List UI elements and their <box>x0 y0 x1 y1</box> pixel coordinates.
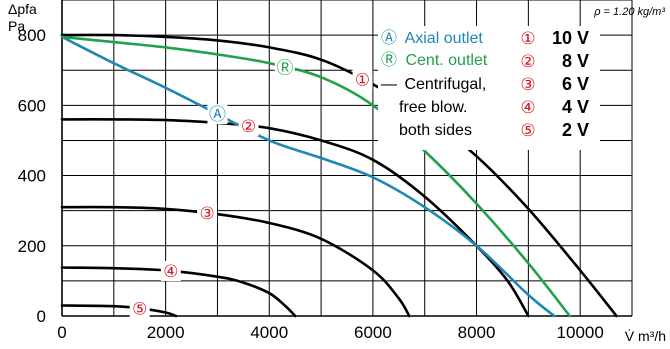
curve-line <box>60 304 178 318</box>
y-tick-label: 400 <box>18 167 46 186</box>
marker-bg <box>238 116 259 137</box>
legend-free-line3: both sides <box>399 122 472 139</box>
voltage-symbol: ④ <box>520 98 535 118</box>
voltage-label: 10 V <box>552 28 589 48</box>
legend-free-label: Centrifugal, <box>404 76 486 93</box>
marker-bg <box>129 298 150 319</box>
marker-bg <box>274 57 295 78</box>
x-tick-label: 8000 <box>458 323 496 342</box>
legend-cent: Ⓡ Cent. outlet <box>381 51 488 69</box>
voltage-label: 2 V <box>562 120 589 140</box>
y-tick-label: 800 <box>18 26 46 45</box>
voltage-label: 6 V <box>562 74 589 94</box>
x-tick-label: 4000 <box>250 323 288 342</box>
curve-line <box>60 35 572 318</box>
x-tick-label: 0 <box>57 323 66 342</box>
legend-free-symbol: — <box>381 76 397 93</box>
legend: Ⓐ Axial outlet Ⓡ Cent. outlet — Centrifu… <box>381 28 589 141</box>
curve-marker-label: ⑤ <box>132 299 147 319</box>
legend-cent-label: Cent. outlet <box>405 52 487 69</box>
curve-marker-label: ③ <box>199 204 214 224</box>
y-tick-label: 600 <box>18 96 46 115</box>
density-note: ρ = 1.20 kg/m³ <box>593 6 665 18</box>
curve-marker-label: ② <box>241 117 256 137</box>
x-tick-label: 2000 <box>147 323 185 342</box>
legend-axial: Ⓐ Axial outlet <box>381 29 483 47</box>
curve-marker-label: ① <box>355 70 370 90</box>
ylabel-line2: Pa <box>8 18 25 34</box>
curve-marker-label: ④ <box>163 262 178 282</box>
curve-line <box>60 205 411 318</box>
voltage-symbol: ③ <box>520 75 535 95</box>
voltage-symbol: ⑤ <box>520 121 535 141</box>
curve-line <box>60 266 297 318</box>
legend-axial-label: Axial outlet <box>405 30 484 47</box>
voltage-symbol: ① <box>520 29 535 49</box>
ylabel-line1: Δpfa <box>8 1 37 17</box>
voltage-symbol: ② <box>520 52 535 72</box>
legend-background <box>378 26 600 150</box>
marker-bg <box>160 260 181 281</box>
curve-line <box>60 35 556 318</box>
legend-axial-symbol: Ⓐ <box>381 29 397 47</box>
curve-marker-label: Ⓐ <box>209 105 226 125</box>
tick-labels: 0 2000 4000 6000 8000 10000 0 200 400 600 800 <box>18 26 604 342</box>
curve-marker-label: Ⓡ <box>276 58 293 78</box>
legend-cent-symbol: Ⓡ <box>381 51 397 69</box>
voltage-legend: ① 10 V ② 8 V ③ 6 V ④ 4 V ⑤ 2 V <box>520 28 589 141</box>
marker-bg <box>207 104 228 125</box>
marker-bg <box>352 69 373 90</box>
y-tick-label: 0 <box>37 307 46 326</box>
xlabel: V̇ m³/h <box>625 328 666 344</box>
legend-free-line2: free blow. <box>399 99 467 116</box>
voltage-label: 4 V <box>562 97 589 117</box>
y-tick-label: 200 <box>18 237 46 256</box>
marker-bg <box>197 203 218 224</box>
x-tick-label: 10000 <box>557 323 604 342</box>
voltage-label: 8 V <box>562 51 589 71</box>
legend-free: — Centrifugal, <box>381 76 486 93</box>
curve-markers: Ⓐ Ⓡ ① ② ③ ④⑤ <box>129 57 373 319</box>
x-tick-label: 6000 <box>354 323 392 342</box>
